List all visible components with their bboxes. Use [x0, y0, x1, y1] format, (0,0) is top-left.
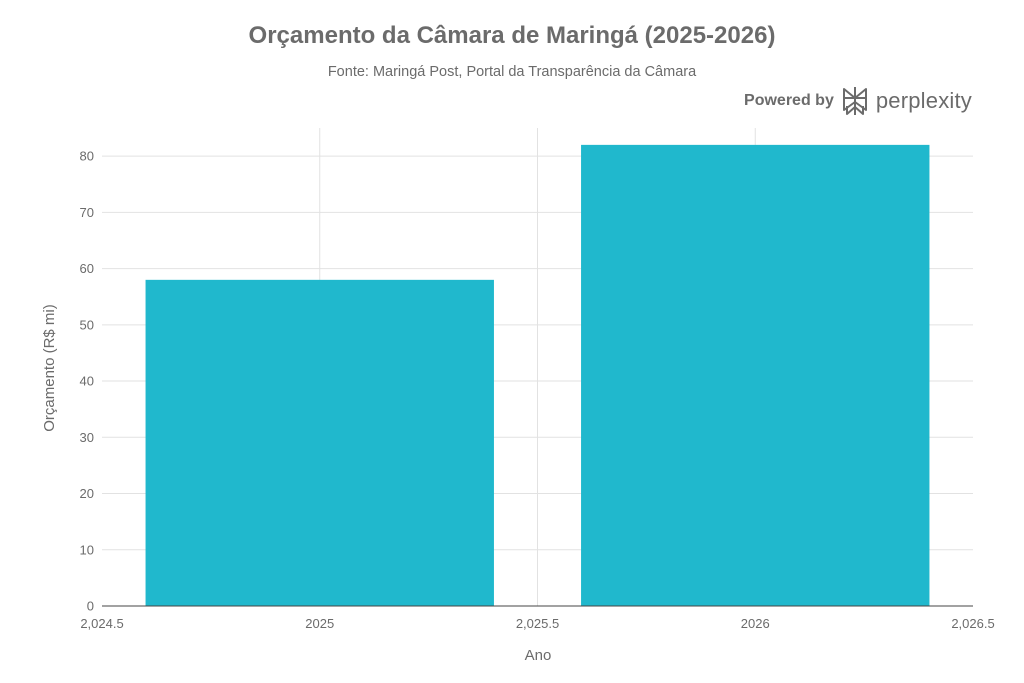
x-tick-label: 2026	[741, 616, 770, 631]
powered-by-label: Powered by	[744, 92, 834, 109]
y-tick-label: 20	[80, 486, 94, 501]
x-axis-title: Ano	[525, 647, 552, 664]
chart-title: Orçamento da Câmara de Maringá (2025-202…	[248, 22, 776, 49]
bar-2025	[145, 279, 494, 606]
y-tick-label: 70	[80, 205, 94, 220]
perplexity-wordmark: perplexity	[875, 88, 972, 113]
y-tick-label: 40	[80, 374, 94, 389]
y-tick-label: 60	[80, 261, 94, 276]
x-tick-label: 2,024.5	[80, 616, 123, 631]
y-tick-label: 80	[80, 149, 94, 164]
y-tick-label: 50	[80, 317, 94, 332]
bars	[145, 144, 930, 606]
brand-logo: Powered by perplexity	[744, 86, 972, 116]
bar-2026	[581, 144, 930, 606]
y-tick-label: 30	[80, 430, 94, 445]
x-tick-label: 2,026.5	[951, 616, 994, 631]
y-tick-label: 10	[80, 542, 94, 557]
chart-subtitle: Fonte: Maringá Post, Portal da Transparê…	[327, 64, 697, 80]
x-tick-label: 2,025.5	[516, 616, 559, 631]
perplexity-icon	[842, 87, 867, 115]
y-axis-title: Orçamento (R$ mi)	[41, 304, 58, 432]
tick-labels: 0 10 20 30 40 50 60 70 80 2,024.5 2025 2,025.5 2026 2…	[80, 149, 995, 631]
y-tick-label: 0	[87, 599, 94, 614]
x-tick-label: 2025	[305, 616, 334, 631]
